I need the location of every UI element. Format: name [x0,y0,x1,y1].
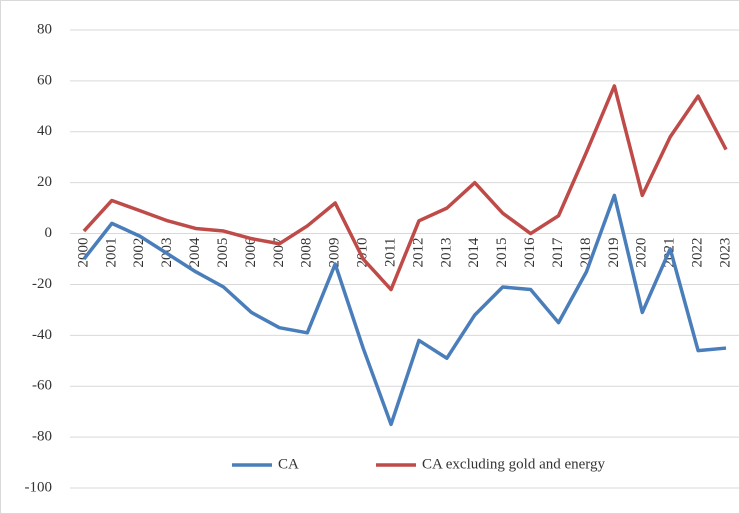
y-tick-label: 20 [37,174,52,190]
x-tick-label: 2009 [327,238,343,268]
x-tick-label: 2001 [103,238,119,268]
x-tick-label: 2020 [634,238,650,268]
legend-label: CA excluding gold and energy [422,456,606,472]
x-tick-label: 2012 [410,238,426,268]
x-tick-label: 2018 [578,238,594,268]
legend-label: CA [278,456,299,472]
y-tick-label: -100 [25,479,53,495]
y-tick-label: -80 [32,429,52,445]
x-tick-label: 2010 [355,238,371,268]
x-tick-label: 2019 [606,238,622,268]
x-tick-label: 2000 [75,238,91,268]
y-tick-label: -20 [32,276,52,292]
y-tick-label: 80 [37,21,52,37]
x-tick-label: 2023 [717,238,733,268]
x-tick-label: 2011 [382,238,398,267]
series-line [82,84,728,292]
x-tick-label: 2004 [187,237,203,267]
series-line [82,193,727,427]
x-tick-label: 2017 [550,237,566,267]
y-tick-label: 60 [37,72,52,88]
y-tick-label: 0 [45,225,53,241]
y-tick-label: -40 [32,327,52,343]
x-tick-label: 2016 [522,237,538,267]
y-tick-label: 40 [37,123,52,139]
x-tick-label: 2006 [243,237,259,268]
x-tick-label: 2007 [271,237,287,267]
x-tick-label: 2008 [299,238,315,268]
x-tick-label: 2022 [690,238,706,268]
y-tick-label: -60 [32,378,52,394]
x-tick-label: 2014 [466,237,482,267]
x-tick-label: 2002 [131,238,147,268]
x-tick-label: 2015 [494,238,510,268]
x-tick-label: 2013 [438,238,454,268]
x-tick-label: 2005 [215,238,231,268]
